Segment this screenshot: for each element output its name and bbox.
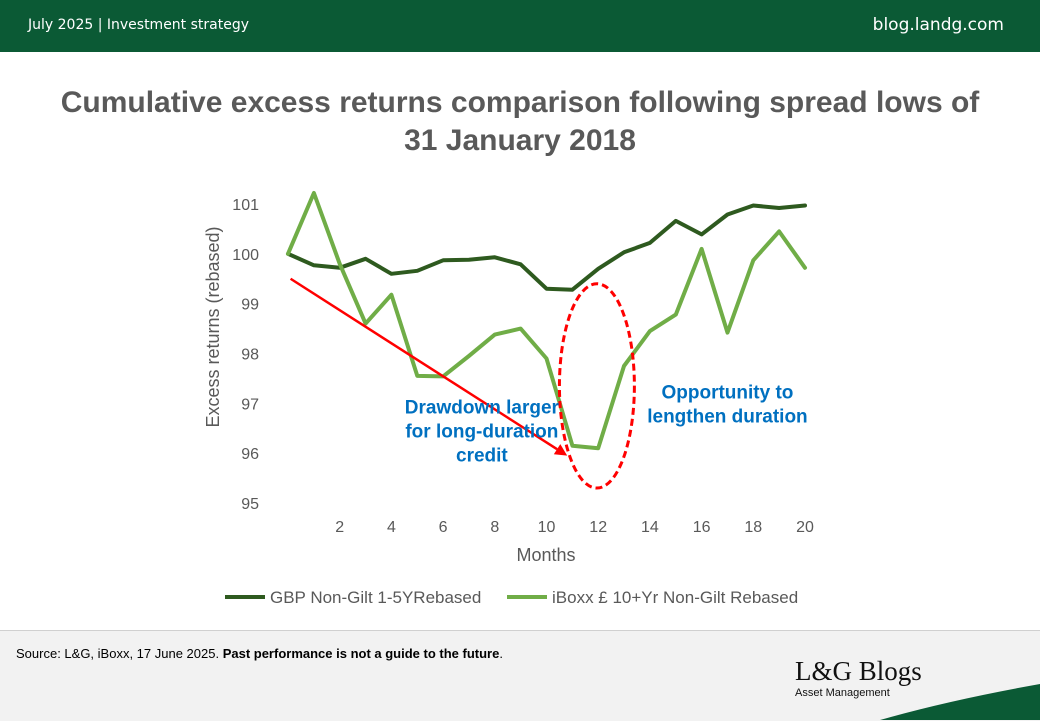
drawdown-arrow-line (289, 277, 558, 451)
data-point-s0 (363, 257, 368, 261)
data-point-s0 (725, 212, 730, 217)
data-point-s1 (544, 356, 549, 361)
data-point-s0 (803, 203, 807, 208)
data-point-s1 (700, 247, 704, 251)
y-tick-label: 101 (232, 197, 259, 214)
data-point-s1 (622, 364, 626, 368)
data-point-s0 (312, 263, 316, 267)
data-point-s0 (389, 272, 393, 276)
annotation-text-1: Opportunity to lengthen duration (647, 382, 807, 427)
series-line-0 (286, 203, 807, 292)
y-tick-label: 98 (241, 347, 259, 364)
y-axis-label: Excess returns (rebased) (203, 226, 223, 427)
y-tick-label: 99 (241, 297, 259, 314)
data-point-s0 (467, 258, 471, 262)
source-note: Source: L&G, iBoxx, 17 June 2025. Past p… (16, 646, 503, 661)
header-bar: July 2025 | Investment strategy blog.lan… (0, 0, 1040, 52)
data-point-s0 (700, 232, 704, 236)
data-point-s0 (622, 250, 626, 254)
x-tick-label: 16 (693, 519, 711, 536)
chart-marks (286, 191, 807, 451)
data-point-s0 (570, 288, 574, 292)
data-point-s1 (570, 444, 574, 448)
data-point-s0 (493, 255, 497, 259)
data-point-s1 (415, 374, 419, 378)
data-point-s1 (389, 293, 393, 297)
data-point-s1 (674, 313, 678, 317)
chart-legend: GBP Non-Gilt 1-5YRebased iBoxx £ 10+Yr No… (225, 588, 798, 607)
data-point-s1 (777, 229, 781, 234)
x-tick-label: 10 (538, 519, 556, 536)
x-axis-label: Months (516, 545, 575, 565)
legend-label-0: GBP Non-Gilt 1-5YRebased (270, 588, 481, 607)
x-tick-label: 4 (387, 519, 396, 536)
x-tick-label: 14 (641, 519, 659, 536)
header-date-category: July 2025 | Investment strategy (28, 17, 250, 33)
brand-name: L&G Blogs (795, 656, 922, 686)
header-site-link[interactable]: blog.landg.com (872, 15, 1004, 35)
data-point-s1 (312, 191, 316, 195)
x-tick-label: 6 (439, 519, 448, 536)
drawdown-arrow-head (553, 444, 568, 456)
data-point-s1 (725, 330, 730, 335)
data-point-s0 (648, 241, 652, 245)
data-point-s1 (493, 332, 497, 337)
data-point-s1 (596, 446, 600, 450)
brand-subtitle: Asset Management (795, 687, 890, 699)
chart-annotations: Drawdown larger for long-duration credit Op… (289, 277, 808, 490)
legend-label-1: iBoxx £ 10+Yr Non-Gilt Rebased (552, 588, 798, 607)
data-point-s1 (648, 329, 652, 333)
data-point-s0 (415, 269, 419, 273)
x-tick-label: 20 (796, 519, 814, 536)
data-point-s1 (363, 322, 368, 326)
data-point-s0 (674, 219, 678, 223)
annotation-text-0: Drawdown larger for long-duration credit (405, 397, 560, 466)
y-tick-label: 95 (241, 496, 259, 513)
data-point-s0 (596, 267, 600, 271)
x-tick-label: 8 (490, 519, 499, 536)
data-point-s1 (338, 262, 342, 266)
data-point-s0 (751, 203, 755, 208)
data-point-s1 (803, 266, 807, 270)
chart-title: Cumulative excess returns comparison fol… (60, 86, 980, 157)
y-tick-label: 96 (241, 446, 259, 463)
x-tick-label: 18 (744, 519, 762, 536)
data-point-s1 (751, 258, 755, 262)
footer-band (0, 630, 1040, 721)
data-point-s0 (441, 258, 445, 262)
data-point-s0 (777, 206, 781, 210)
data-point-s0 (544, 287, 549, 291)
data-point-s0 (519, 262, 523, 266)
brand-swoosh-icon (880, 684, 1040, 720)
data-point-s1 (286, 252, 290, 256)
opportunity-ellipse (557, 282, 636, 490)
data-point-s1 (519, 326, 523, 331)
data-point-s1 (467, 354, 471, 358)
brand-logo: L&G Blogs Asset Management (795, 656, 922, 699)
y-tick-label: 97 (241, 396, 259, 413)
y-tick-label: 100 (232, 247, 259, 264)
x-tick-label: 12 (589, 519, 607, 536)
x-tick-label: 2 (335, 519, 344, 536)
